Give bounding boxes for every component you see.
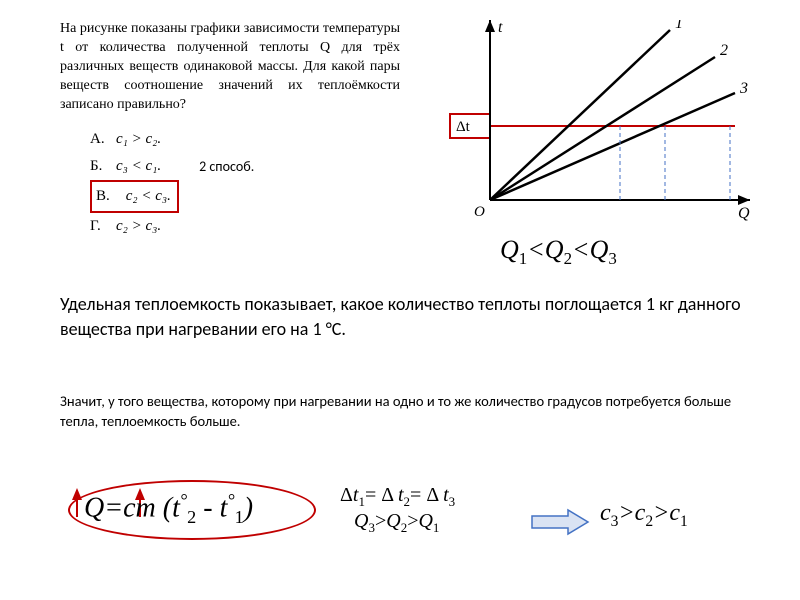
answer-options: А. c₁ > c₂. Б. c₃ < c₁. 2 способ. В. c₂ … xyxy=(60,126,400,240)
option-g-letter: Г. xyxy=(90,213,116,240)
option-b-expr: c₃ < c₁. xyxy=(116,153,161,180)
svg-text:Δt: Δt xyxy=(456,119,471,135)
svg-text:3: 3 xyxy=(739,80,748,97)
option-a-expr: c₁ > c₂. xyxy=(116,126,161,153)
svg-text:t: t xyxy=(498,20,503,36)
option-g-expr: c₂ > c₃. xyxy=(116,213,161,240)
option-v-letter: В. xyxy=(96,183,122,210)
delta-equations: Δt1= Δ t2= Δ t3 Q3>Q2>Q1 xyxy=(340,484,455,536)
formula-text: Q=cm (t°2 - t°1) xyxy=(84,490,253,528)
formula-area: Q=cm (t°2 - t°1) Δt1= Δ t2= Δ t3 Q3>Q2>Q… xyxy=(40,450,760,580)
explanation-2: Значит, у того вещества, которому при на… xyxy=(60,392,750,431)
option-v-expr: c₂ < c₃. xyxy=(126,188,171,204)
implication-arrow xyxy=(530,508,590,536)
method-label: 2 способ. xyxy=(199,154,254,179)
svg-text:O: O xyxy=(474,204,485,220)
explanation-1: Удельная теплоемкость показывает, какое … xyxy=(60,292,750,342)
graph: 1 2 3 t Q O Δt xyxy=(440,20,760,235)
up-arrow-1-stem xyxy=(76,499,78,517)
option-a-letter: А. xyxy=(90,126,116,153)
graph-relation: Q1<Q2<Q3 xyxy=(500,235,617,269)
problem-statement: На рисунке показаны графики зависимости … xyxy=(60,20,400,114)
option-b-letter: Б. xyxy=(90,153,116,180)
svg-text:1: 1 xyxy=(675,20,683,32)
result-relation: c3>c2>c1 xyxy=(600,500,688,531)
svg-text:Q: Q xyxy=(738,205,750,222)
svg-text:2: 2 xyxy=(720,42,728,59)
